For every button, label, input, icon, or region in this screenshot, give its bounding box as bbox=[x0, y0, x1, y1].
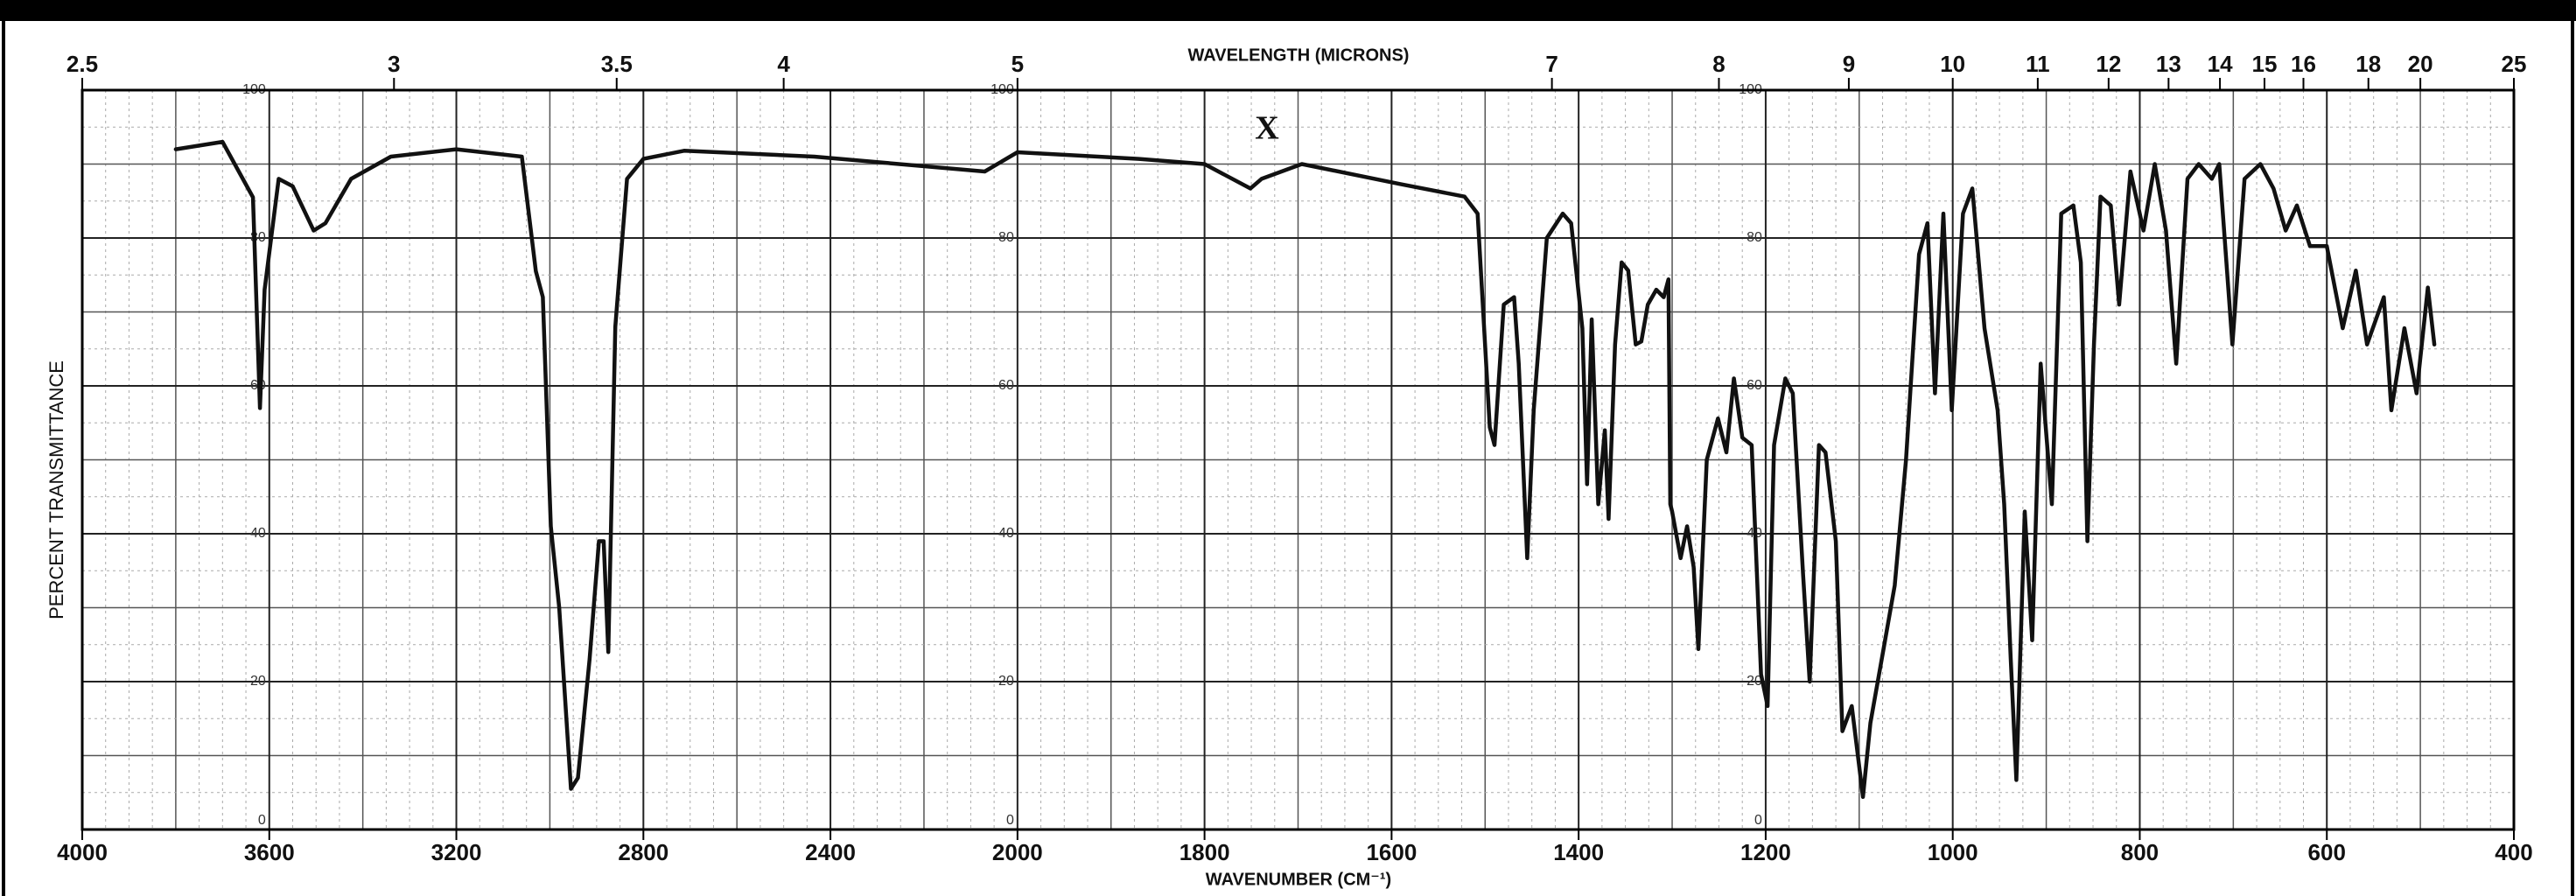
x2-tick-label: 10 bbox=[1940, 51, 1965, 77]
x2-axis-title: WAVELENGTH (MICRONS) bbox=[1188, 46, 1410, 65]
x-tick-label: 1400 bbox=[1553, 839, 1604, 865]
spectrum-line bbox=[173, 139, 2437, 800]
x2-tick-label: 18 bbox=[2356, 51, 2381, 77]
x2-tick-label: 9 bbox=[1843, 51, 1855, 77]
y-tick-label: 60 bbox=[998, 378, 1014, 393]
x-axis-title: WAVENUMBER (CM⁻¹) bbox=[1206, 870, 1391, 889]
y-tick-label: 20 bbox=[1746, 674, 1762, 689]
x-tick-label: 3200 bbox=[431, 839, 482, 865]
y-tick-label: 20 bbox=[250, 674, 266, 689]
y-tick-label: 20 bbox=[998, 674, 1014, 689]
x-tick-label: 800 bbox=[2121, 839, 2159, 865]
y-tick-label: 80 bbox=[998, 230, 1014, 245]
x-tick-label: 2000 bbox=[992, 839, 1043, 865]
x-tick-label: 1600 bbox=[1366, 839, 1417, 865]
y-tick-label: 40 bbox=[998, 526, 1014, 541]
x-tick-label: 2800 bbox=[618, 839, 668, 865]
x2-tick-label: 15 bbox=[2252, 51, 2278, 77]
top-band bbox=[0, 0, 2576, 21]
x-tick-label: 400 bbox=[2495, 839, 2532, 865]
annotation: X bbox=[1255, 110, 1278, 147]
x2-tick-label: 5 bbox=[1012, 51, 1024, 77]
x2-tick-label: 8 bbox=[1712, 51, 1725, 77]
x-tick-label: 2400 bbox=[805, 839, 856, 865]
x2-tick-label: 12 bbox=[2096, 51, 2121, 77]
y-tick-label: 80 bbox=[1746, 230, 1762, 245]
x2-tick-label: 20 bbox=[2408, 51, 2433, 77]
y-tick-label: 0 bbox=[1006, 813, 1014, 828]
x2-tick-label: 3.5 bbox=[601, 51, 633, 77]
y-tick-label: 0 bbox=[258, 813, 266, 828]
x-tick-label: 600 bbox=[2308, 839, 2346, 865]
plot-frame bbox=[80, 88, 2516, 831]
x2-tick-label: 13 bbox=[2156, 51, 2181, 77]
x2-tick-label: 2.5 bbox=[66, 51, 98, 77]
y-axis-title: PERCENT TRANSMITTANCE bbox=[46, 360, 67, 620]
y-tick-label: 60 bbox=[1746, 378, 1762, 393]
x2-tick-label: 3 bbox=[388, 51, 400, 77]
x2-tick-label: 4 bbox=[777, 51, 790, 77]
x-tick-label: 1200 bbox=[1740, 839, 1791, 865]
x2-tick-label: 16 bbox=[2291, 51, 2316, 77]
x-tick-label: 1800 bbox=[1180, 839, 1230, 865]
x-tick-label: 1000 bbox=[1928, 839, 1978, 865]
x-tick-label: 3600 bbox=[244, 839, 295, 865]
x2-tick-label: 25 bbox=[2502, 51, 2527, 77]
y-tick-label: 40 bbox=[250, 526, 266, 541]
x-tick-label: 4000 bbox=[57, 839, 108, 865]
x2-tick-label: 7 bbox=[1545, 51, 1558, 77]
x2-tick-label: 11 bbox=[2026, 51, 2050, 77]
y-tick-label: 0 bbox=[1754, 813, 1762, 828]
x2-tick-label: 14 bbox=[2208, 51, 2233, 77]
